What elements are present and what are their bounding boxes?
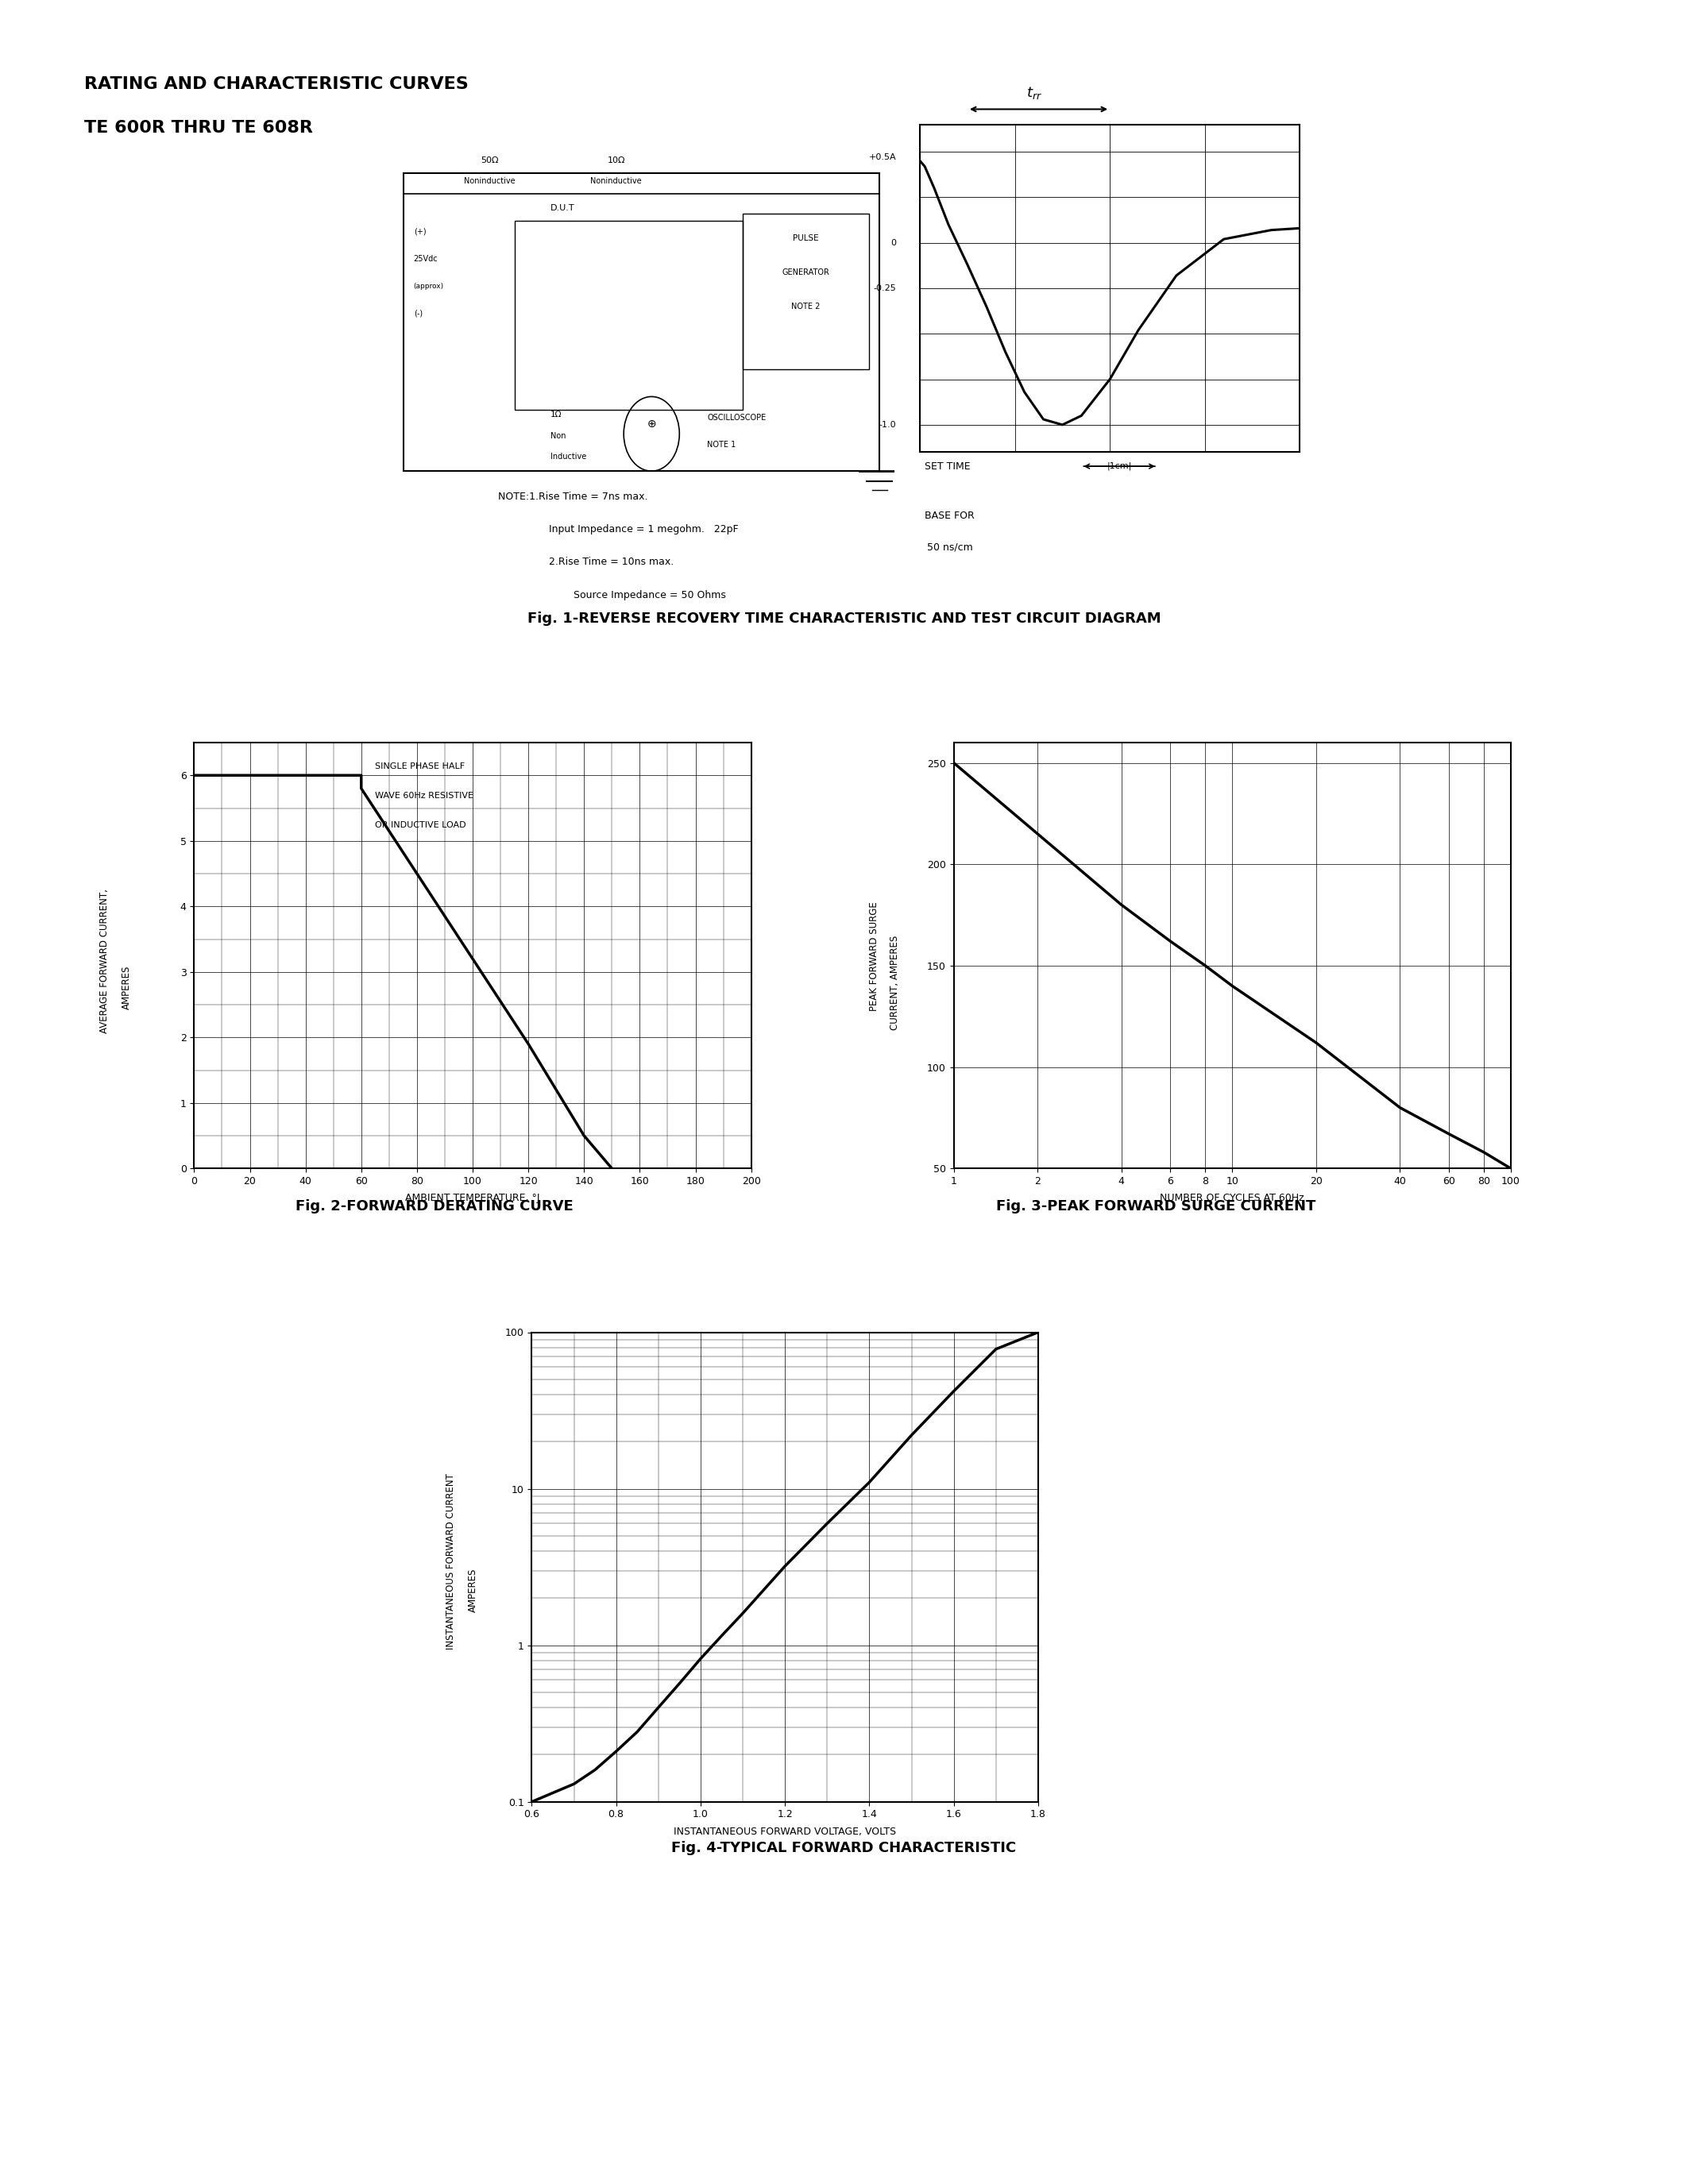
Text: 2.Rise Time = 10ns max.: 2.Rise Time = 10ns max. (549, 557, 674, 568)
Text: WAVE 60Hz RESISTIVE: WAVE 60Hz RESISTIVE (375, 793, 474, 799)
Bar (403, 173, 879, 472)
Text: PEAK FORWARD SURGE: PEAK FORWARD SURGE (869, 902, 879, 1011)
Text: D.U.T: D.U.T (550, 203, 574, 212)
Text: 50Ω: 50Ω (481, 157, 498, 164)
Text: (approx): (approx) (414, 282, 444, 290)
Text: AMPERES: AMPERES (122, 965, 132, 1009)
Text: SINGLE PHASE HALF: SINGLE PHASE HALF (375, 762, 464, 771)
Text: BASE FOR: BASE FOR (925, 511, 974, 522)
Text: OR INDUCTIVE LOAD: OR INDUCTIVE LOAD (375, 821, 466, 830)
Text: 25Vdc: 25Vdc (414, 256, 437, 262)
Text: SET TIME: SET TIME (925, 461, 971, 472)
Text: Source Impedance = 50 Ohms: Source Impedance = 50 Ohms (574, 590, 726, 601)
Text: 50 ns/cm: 50 ns/cm (927, 542, 972, 553)
Text: PULSE: PULSE (793, 234, 819, 242)
Bar (743, 214, 869, 369)
Text: $t_{rr}$: $t_{rr}$ (1026, 85, 1041, 100)
Text: Noninductive: Noninductive (464, 177, 515, 186)
Text: Input Impedance = 1 megohm.   22pF: Input Impedance = 1 megohm. 22pF (549, 524, 738, 535)
Text: 1Ω: 1Ω (550, 411, 562, 419)
X-axis label: NUMBER OF CYCLES AT 60Hz: NUMBER OF CYCLES AT 60Hz (1160, 1192, 1305, 1203)
Text: TE 600R THRU TE 608R: TE 600R THRU TE 608R (84, 120, 312, 135)
Text: |1cm|: |1cm| (1107, 463, 1131, 470)
Text: -0.25: -0.25 (873, 284, 896, 293)
Text: NOTE 1: NOTE 1 (707, 441, 736, 450)
Text: -1.0: -1.0 (879, 422, 896, 428)
Text: AMPERES: AMPERES (468, 1568, 478, 1612)
Text: +0.5A: +0.5A (869, 153, 896, 162)
Text: GENERATOR: GENERATOR (782, 269, 830, 277)
Text: Fig. 4-TYPICAL FORWARD CHARACTERISTIC: Fig. 4-TYPICAL FORWARD CHARACTERISTIC (672, 1841, 1016, 1856)
Text: NOTE:1.Rise Time = 7ns max.: NOTE:1.Rise Time = 7ns max. (498, 491, 648, 502)
Text: (+): (+) (414, 227, 425, 236)
X-axis label: AMBIENT TEMPERATURE, °J: AMBIENT TEMPERATURE, °J (405, 1192, 540, 1203)
Bar (515, 221, 743, 411)
Text: Fig. 1-REVERSE RECOVERY TIME CHARACTERISTIC AND TEST CIRCUIT DIAGRAM: Fig. 1-REVERSE RECOVERY TIME CHARACTERIS… (527, 612, 1161, 627)
Text: RATING AND CHARACTERISTIC CURVES: RATING AND CHARACTERISTIC CURVES (84, 76, 469, 92)
Text: NOTE 2: NOTE 2 (792, 301, 820, 310)
Text: OSCILLOSCOPE: OSCILLOSCOPE (707, 415, 766, 422)
Text: INSTANTANEOUS FORWARD CURRENT: INSTANTANEOUS FORWARD CURRENT (446, 1474, 456, 1649)
Text: AVERAGE FORWARD CURRENT,: AVERAGE FORWARD CURRENT, (100, 889, 110, 1033)
Text: Fig. 3-PEAK FORWARD SURGE CURRENT: Fig. 3-PEAK FORWARD SURGE CURRENT (996, 1199, 1315, 1214)
Text: Fig. 2-FORWARD DERATING CURVE: Fig. 2-FORWARD DERATING CURVE (295, 1199, 574, 1214)
Text: Inductive: Inductive (550, 452, 586, 461)
Text: 10Ω: 10Ω (608, 157, 625, 164)
Text: 0: 0 (891, 238, 896, 247)
Text: Non: Non (550, 432, 565, 441)
Text: ⊕: ⊕ (647, 417, 657, 430)
Text: Noninductive: Noninductive (591, 177, 641, 186)
Text: (-): (-) (414, 308, 422, 317)
Text: CURRENT, AMPERES: CURRENT, AMPERES (890, 935, 900, 1031)
X-axis label: INSTANTANEOUS FORWARD VOLTAGE, VOLTS: INSTANTANEOUS FORWARD VOLTAGE, VOLTS (674, 1826, 896, 1837)
